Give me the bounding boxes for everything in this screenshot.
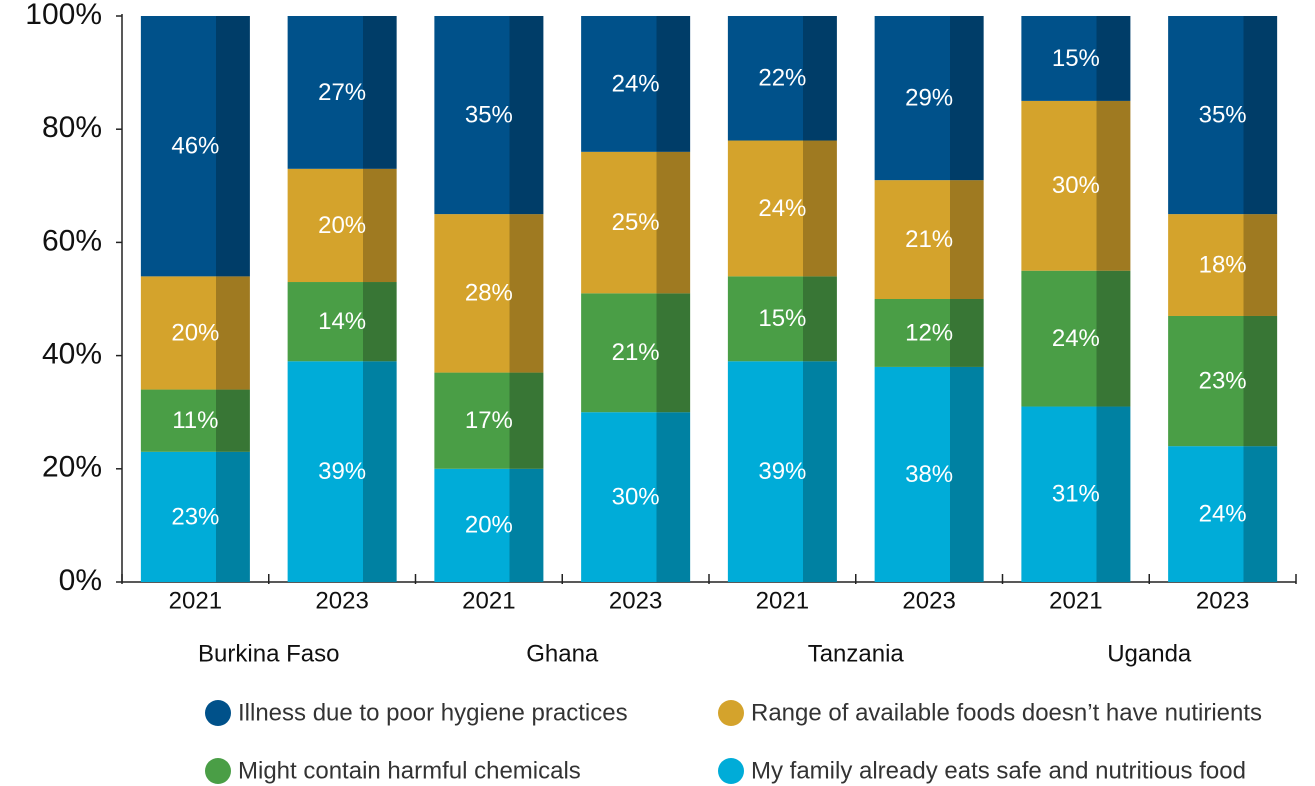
x-tick-label: 2023	[609, 587, 662, 614]
value-label: 22%	[758, 65, 806, 92]
bar-shade	[140, 16, 250, 277]
bar-shade	[727, 16, 837, 141]
legend-swatch	[718, 700, 744, 726]
value-label: 14%	[318, 308, 366, 335]
y-tick-label: 40%	[42, 338, 102, 371]
legend-swatch	[718, 758, 744, 784]
value-label: 29%	[905, 84, 953, 111]
x-tick-label: 2021	[756, 587, 809, 614]
value-label: 30%	[1052, 172, 1100, 199]
value-label: 18%	[1199, 251, 1247, 278]
value-label: 11%	[172, 407, 218, 434]
value-label: 28%	[465, 280, 513, 307]
bar-shade	[140, 389, 250, 452]
legend-label: Range of available foods doesn’t have nu…	[751, 699, 1262, 726]
bar-shade	[434, 16, 544, 215]
group-label: Uganda	[1107, 640, 1192, 667]
bar-shade	[1021, 406, 1131, 582]
bar-shade	[287, 361, 397, 582]
value-label: 46%	[171, 133, 219, 160]
bar-shade	[287, 168, 397, 283]
value-label: 20%	[318, 212, 366, 239]
value-label: 23%	[171, 503, 219, 530]
value-label: 24%	[1052, 325, 1100, 352]
bar-shade	[727, 361, 837, 582]
legend-label: Might contain harmful chemicals	[238, 757, 581, 784]
bar-shade	[581, 412, 691, 582]
bar-shade	[434, 372, 544, 469]
value-label: 24%	[758, 195, 806, 222]
value-label: 21%	[905, 226, 953, 253]
y-tick-label: 100%	[25, 0, 102, 31]
bar-shade	[581, 16, 691, 152]
value-label: 12%	[905, 319, 953, 346]
value-label: 35%	[1199, 101, 1247, 128]
bar-shade	[1021, 270, 1131, 407]
x-tick-label: 2021	[1049, 587, 1102, 614]
bar-shade	[287, 282, 397, 362]
group-label: Ghana	[526, 640, 599, 667]
value-label: 35%	[465, 101, 513, 128]
bar-shade	[727, 140, 837, 277]
bar-shade	[874, 16, 984, 181]
bar-shade	[874, 180, 984, 299]
value-label: 31%	[1052, 481, 1100, 508]
y-tick-label: 20%	[42, 451, 102, 484]
value-label: 27%	[318, 79, 366, 106]
value-label: 30%	[612, 483, 660, 510]
group-label: Tanzania	[808, 640, 905, 667]
legend-label: Illness due to poor hygiene practices	[238, 699, 628, 726]
x-tick-label: 2021	[169, 587, 222, 614]
y-tick-label: 0%	[59, 564, 102, 597]
bar-shade	[1168, 16, 1278, 215]
value-label: 39%	[758, 458, 806, 485]
x-tick-label: 2023	[902, 587, 955, 614]
y-tick-label: 80%	[42, 111, 102, 144]
bar-shade	[1168, 446, 1278, 582]
value-label: 15%	[758, 305, 806, 332]
bar-shade	[140, 451, 250, 582]
bar-shade	[874, 366, 984, 582]
bar-shade	[434, 468, 544, 582]
value-label: 25%	[612, 209, 660, 236]
bar-shade	[581, 293, 691, 413]
value-label: 21%	[612, 339, 660, 366]
bar-shade	[1168, 315, 1278, 447]
bar-shade	[434, 214, 544, 373]
y-tick-label: 60%	[42, 224, 102, 257]
value-label: 23%	[1199, 367, 1247, 394]
bar-shade	[1168, 214, 1278, 316]
value-label: 24%	[612, 70, 660, 97]
legend-swatch	[205, 700, 231, 726]
bar-shade	[1021, 16, 1131, 101]
x-tick-label: 2021	[462, 587, 515, 614]
bar-shade	[727, 276, 837, 362]
legend-label: My family already eats safe and nutritio…	[751, 757, 1246, 784]
bar-shade	[287, 16, 397, 169]
bar-shade	[140, 276, 250, 390]
value-label: 24%	[1199, 500, 1247, 527]
value-label: 39%	[318, 458, 366, 485]
value-label: 20%	[171, 319, 219, 346]
legend-swatch	[205, 758, 231, 784]
value-label: 17%	[465, 407, 513, 434]
bar-shade	[1021, 100, 1131, 271]
value-label: 20%	[465, 512, 513, 539]
group-label: Burkina Faso	[198, 640, 339, 667]
x-tick-label: 2023	[1196, 587, 1249, 614]
x-tick-label: 2023	[315, 587, 368, 614]
value-label: 15%	[1052, 45, 1100, 72]
value-label: 38%	[905, 461, 953, 488]
bar-shade	[581, 151, 691, 294]
bar-shade	[874, 299, 984, 367]
